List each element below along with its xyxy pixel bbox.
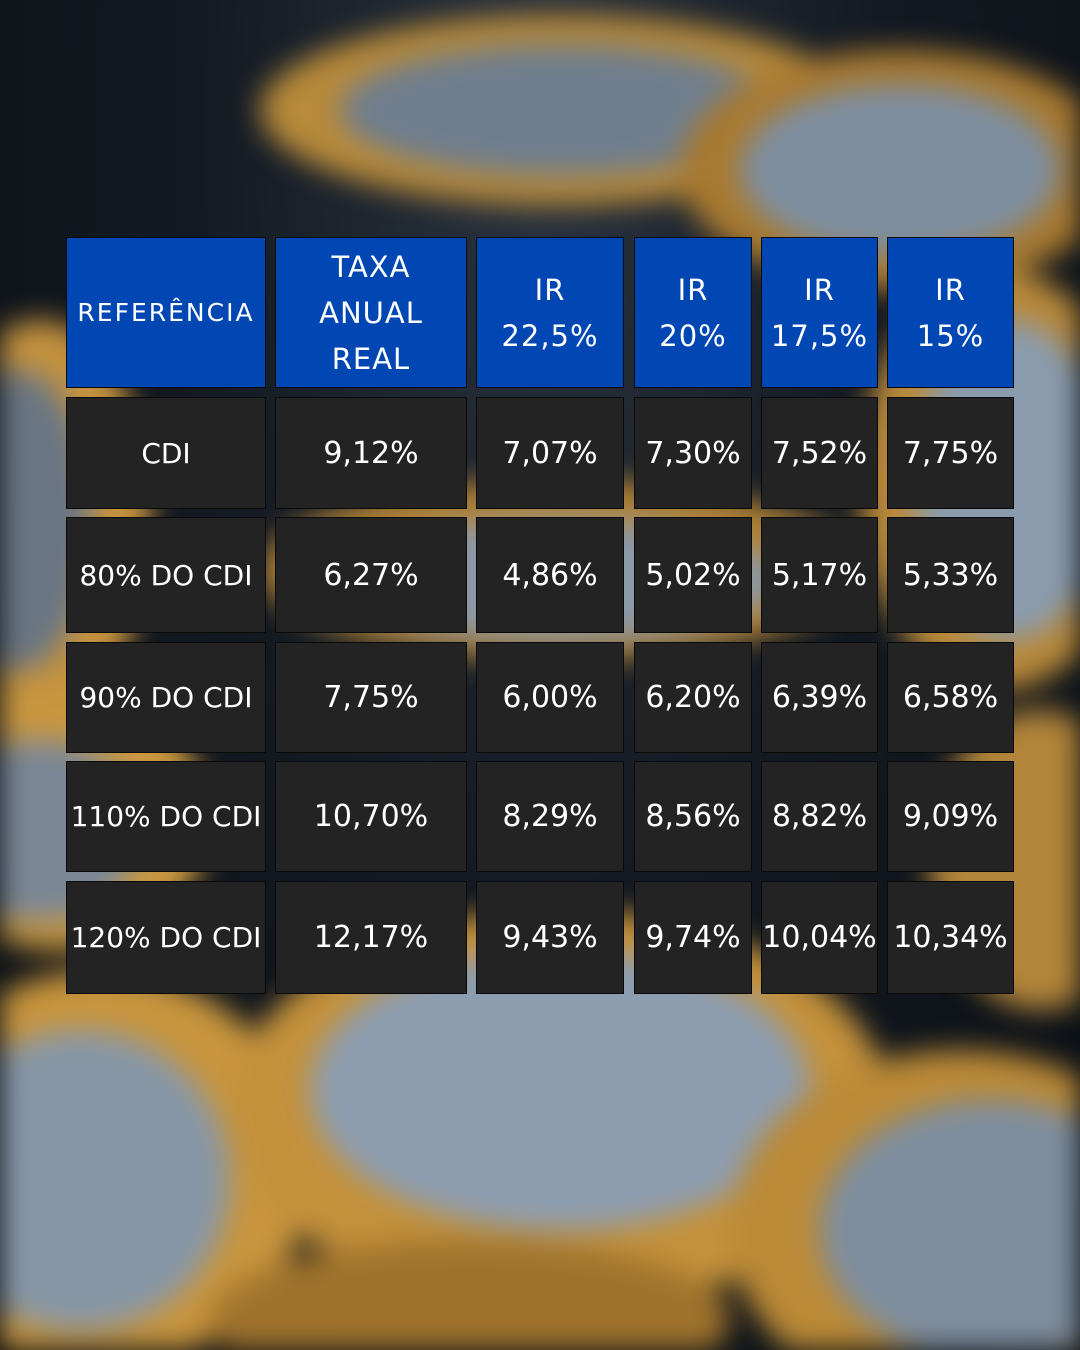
table-cell-taxa-anual-real: 10,70% (275, 761, 467, 872)
row-label: 90% DO CDI (66, 642, 266, 753)
table-cell-ir-17-5: 5,17% (761, 517, 878, 633)
row-label: CDI (66, 397, 266, 509)
row-label: 120% DO CDI (66, 881, 266, 994)
table-cell-ir-22-5: 6,00% (476, 642, 624, 753)
table-cell-ir-17-5: 6,39% (761, 642, 878, 753)
header-line: 22,5% (501, 318, 599, 353)
rates-table-grid: REFERÊNCIA TAXA ANUAL REAL IR 22,5% IR 20% IR 17,… (66, 237, 1014, 994)
table-cell-ir-22-5: 8,29% (476, 761, 624, 872)
table-cell-ir-15: 10,34% (887, 881, 1014, 994)
header-line: 20% (659, 318, 727, 353)
table-cell-taxa-anual-real: 9,12% (275, 397, 467, 509)
header-ir-17-5: IR 17,5% (761, 237, 878, 388)
header-ir-15: IR 15% (887, 237, 1014, 388)
header-line: TAXA (331, 249, 411, 284)
table-cell-ir-22-5: 7,07% (476, 397, 624, 509)
header-referencia: REFERÊNCIA (66, 237, 266, 388)
row-label: 80% DO CDI (66, 517, 266, 633)
header-taxa-anual-real: TAXA ANUAL REAL (275, 237, 467, 388)
table-cell-ir-15: 9,09% (887, 761, 1014, 872)
table-cell-ir-20: 9,74% (634, 881, 752, 994)
table-cell-ir-20: 8,56% (634, 761, 752, 872)
header-line: REFERÊNCIA (77, 297, 255, 327)
header-line: 15% (916, 318, 985, 353)
header-ir-20: IR 20% (634, 237, 752, 388)
table-cell-ir-15: 5,33% (887, 517, 1014, 633)
header-line: IR (935, 272, 966, 307)
header-line: IR (804, 272, 835, 307)
rates-table: REFERÊNCIA TAXA ANUAL REAL IR 22,5% IR 20% IR 17,… (66, 237, 1014, 994)
table-cell-ir-20: 6,20% (634, 642, 752, 753)
table-cell-ir-15: 7,75% (887, 397, 1014, 509)
table-cell-ir-20: 5,02% (634, 517, 752, 633)
header-line: ANUAL (319, 295, 423, 330)
table-cell-ir-17-5: 8,82% (761, 761, 878, 872)
header-line: 17,5% (770, 318, 869, 353)
table-cell-ir-15: 6,58% (887, 642, 1014, 753)
header-line: REAL (331, 341, 411, 376)
table-cell-ir-20: 7,30% (634, 397, 752, 509)
table-cell-ir-22-5: 4,86% (476, 517, 624, 633)
row-label: 110% DO CDI (66, 761, 266, 872)
table-cell-taxa-anual-real: 7,75% (275, 642, 467, 753)
table-cell-ir-17-5: 7,52% (761, 397, 878, 509)
table-cell-ir-17-5: 10,04% (761, 881, 878, 994)
table-cell-ir-22-5: 9,43% (476, 881, 624, 994)
header-line: IR (534, 272, 566, 307)
table-cell-taxa-anual-real: 12,17% (275, 881, 467, 994)
table-cell-taxa-anual-real: 6,27% (275, 517, 467, 633)
header-ir-22-5: IR 22,5% (476, 237, 624, 388)
header-line: IR (677, 272, 709, 307)
